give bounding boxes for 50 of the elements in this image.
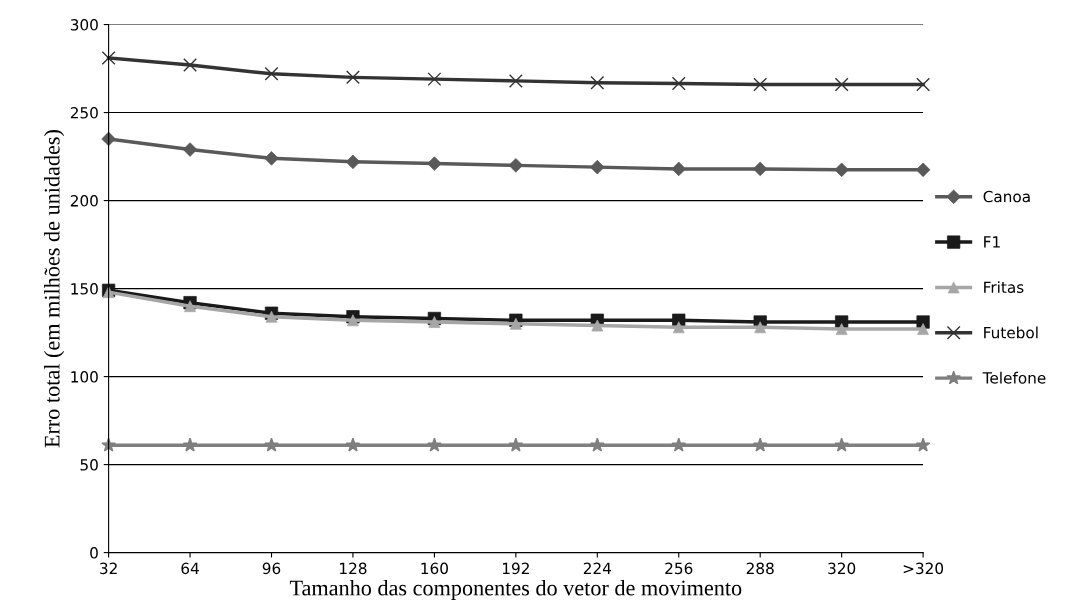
x-tick-label: 320 (828, 562, 856, 575)
point (834, 77, 849, 92)
x-tick-label: 192 (502, 562, 529, 575)
point (834, 437, 849, 452)
point (508, 73, 523, 88)
point (590, 75, 605, 90)
x-axis-title: Tamanho das componentes do vetor de movimento (289, 579, 742, 601)
x-tick-label: 64 (181, 562, 199, 575)
y-tick-label: 200 (70, 195, 98, 207)
legend-label: Telefone (982, 371, 1046, 384)
x-tick-label: 160 (421, 562, 448, 575)
point (101, 51, 116, 65)
x-tick-label: 256 (665, 562, 693, 575)
x-tick-label: 288 (746, 562, 774, 575)
point (671, 437, 687, 452)
point (264, 437, 279, 452)
point (427, 437, 442, 452)
y-tick-label: 50 (80, 459, 98, 471)
x-tick-label: 224 (583, 562, 612, 574)
point (264, 151, 279, 166)
point (427, 72, 442, 87)
point (671, 76, 686, 91)
point (345, 437, 361, 452)
point (752, 437, 768, 452)
x-tick-label: 32 (100, 562, 117, 575)
point (671, 161, 686, 177)
point (916, 77, 931, 92)
y-tick-label: 250 (70, 107, 98, 119)
point (182, 142, 198, 157)
point (346, 70, 360, 85)
legend-label: Fritas (984, 281, 1024, 294)
point (264, 66, 279, 81)
point (590, 437, 605, 452)
x-tick-label: >320 (903, 562, 944, 575)
y-axis-title: Erro total (em milhões de unidades) (44, 130, 65, 448)
point (915, 437, 931, 452)
point (508, 437, 524, 452)
point (753, 77, 768, 92)
legend-label: Canoa (983, 190, 1030, 203)
y-tick-label: 100 (71, 371, 98, 383)
legend-label: F1 (984, 236, 1000, 248)
point (182, 437, 198, 452)
y-tick-label: 0 (90, 547, 98, 559)
y-tick-label: 300 (70, 19, 98, 31)
x-tick-label: 128 (340, 562, 367, 575)
x-tick-label: 96 (262, 562, 281, 575)
point (183, 58, 197, 72)
legend-label: Futebol (984, 326, 1038, 339)
y-tick-label: 150 (71, 283, 98, 295)
point (915, 162, 931, 177)
